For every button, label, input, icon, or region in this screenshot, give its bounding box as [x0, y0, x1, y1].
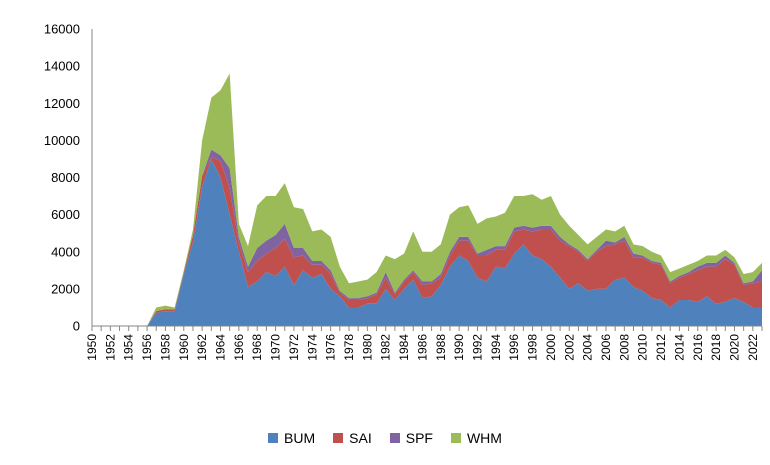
x-tick-label: 2002 [562, 334, 576, 361]
x-tick-label: 2014 [672, 334, 686, 361]
x-tick-label: 1984 [397, 334, 411, 361]
legend: BUM SAI SPF WHM [0, 430, 770, 446]
legend-item-whm: WHM [450, 430, 502, 446]
x-tick-label: 1960 [177, 334, 191, 361]
x-tick-label: 1950 [85, 334, 99, 361]
legend-swatch [268, 433, 279, 443]
x-tick-label: 1978 [342, 334, 356, 361]
x-tick-label: 2008 [617, 334, 631, 361]
x-tick-label: 1966 [232, 334, 246, 361]
y-axis: 0 2000 4000 6000 8000 10000 12000 14000 16000 [44, 22, 93, 334]
x-tick-label: 1964 [213, 334, 227, 361]
x-tick-label: 2000 [544, 334, 558, 361]
x-tick-label: 1974 [305, 334, 319, 361]
legend-item-spf: SPF [389, 430, 433, 446]
y-tick-label: 0 [73, 319, 80, 334]
y-tick-label: 2000 [51, 281, 80, 296]
x-tick-label: 2016 [691, 334, 705, 361]
x-tick-label: 1952 [103, 334, 117, 361]
legend-label: SAI [349, 430, 372, 446]
x-tick-label: 2012 [654, 334, 668, 361]
legend-label: BUM [284, 430, 316, 446]
x-tick-label: 1992 [470, 334, 484, 361]
x-tick-label: 2022 [746, 334, 760, 361]
y-tick-label: 4000 [51, 244, 80, 259]
x-tick-label: 1980 [360, 334, 374, 361]
x-tick-label: 2004 [581, 334, 595, 361]
x-tick-label: 1972 [287, 334, 301, 361]
legend-swatch [389, 433, 400, 443]
legend-item-bum: BUM [268, 430, 315, 446]
chart-areas [92, 73, 762, 326]
y-tick-label: 10000 [44, 133, 80, 148]
legend-label: SPF [405, 430, 433, 446]
x-tick-label: 1968 [250, 334, 264, 361]
y-tick-label: 12000 [44, 96, 80, 111]
x-tick-label: 1958 [158, 334, 172, 361]
legend-item-sai: SAI [333, 430, 372, 446]
x-tick-label: 1994 [489, 334, 503, 361]
legend-swatch [333, 433, 344, 443]
x-tick-label: 1982 [379, 334, 393, 361]
x-tick-label: 1998 [526, 334, 540, 361]
x-tick-label: 1988 [434, 334, 448, 361]
x-tick-label: 2018 [709, 334, 723, 361]
legend-label: WHM [466, 430, 502, 446]
area-bum [92, 158, 762, 326]
x-tick-label: 1986 [415, 334, 429, 361]
y-tick-label: 14000 [44, 59, 80, 74]
legend-swatch [450, 433, 461, 443]
x-tick-label: 2006 [599, 334, 613, 361]
x-axis: 1950 1952 1954 1956 1958 1960 1962 1964 1966 1968… [85, 325, 763, 361]
area-whm [92, 73, 762, 326]
area-sai [92, 157, 762, 326]
x-tick-label: 1970 [269, 334, 283, 361]
x-tick-label: 1990 [452, 334, 466, 361]
x-tick-label: 2010 [636, 334, 650, 361]
y-tick-label: 8000 [51, 170, 80, 185]
x-tick-label: 1954 [122, 334, 136, 361]
x-tick-label: 1956 [140, 334, 154, 361]
x-tick-label: 1996 [507, 334, 521, 361]
y-tick-label: 6000 [51, 207, 80, 222]
y-tick-label: 16000 [44, 22, 80, 37]
x-tick-label: 1976 [324, 334, 338, 361]
x-tick-label: 2020 [727, 334, 741, 361]
x-tick-label: 1962 [195, 334, 209, 361]
